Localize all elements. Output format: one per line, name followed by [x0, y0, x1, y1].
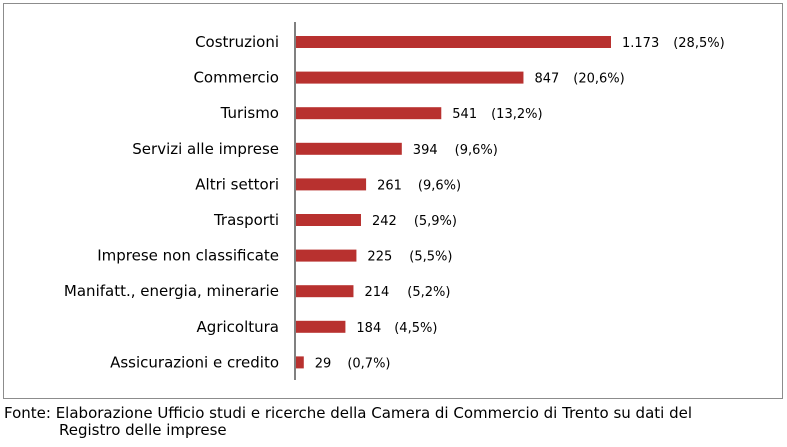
category-label: Imprese non classificate: [97, 247, 279, 265]
bar: [296, 320, 346, 333]
percent-label: (4,5%): [394, 321, 437, 336]
value-label: 261: [377, 178, 402, 193]
category-label: Turismo: [220, 104, 279, 122]
percent-label: (5,5%): [409, 250, 452, 265]
source-note-line-1: Fonte: Elaborazione Ufficio studi e rice…: [4, 404, 693, 422]
percent-label: (20,6%): [573, 72, 624, 87]
bars-layer: Costruzioni 1.173 (28,5%) Commercio 847 (20,6…: [64, 33, 725, 371]
chart-frame: Costruzioni 1.173 (28,5%) Commercio 847 (20,6…: [3, 3, 783, 399]
percent-label: (28,5%): [673, 36, 724, 51]
bar: [296, 142, 402, 155]
category-label: Manifatt., energia, minerarie: [64, 282, 279, 300]
value-label: 29: [315, 356, 332, 371]
percent-label: (9,6%): [418, 178, 461, 193]
bar-chart: Costruzioni 1.173 (28,5%) Commercio 847 (20,6…: [64, 22, 725, 380]
category-label: Assicurazioni e credito: [110, 353, 279, 371]
source-note: Fonte: Elaborazione Ufficio studi e rice…: [4, 405, 779, 439]
category-label: Servizi alle imprese: [132, 140, 279, 158]
bar: [296, 356, 304, 369]
category-label: Costruzioni: [195, 33, 279, 51]
value-label: 242: [372, 214, 397, 229]
percent-label: (5,2%): [407, 285, 450, 300]
value-label: 1.173: [622, 36, 659, 51]
category-label: Altri settori: [195, 175, 279, 193]
source-note-line-2: Registro delle imprese: [59, 421, 227, 439]
bar: [296, 107, 442, 120]
value-label: 847: [534, 72, 559, 87]
bar: [296, 178, 367, 191]
category-label: Agricoltura: [197, 318, 279, 336]
value-label: 214: [364, 285, 389, 300]
percent-label: (13,2%): [491, 107, 542, 122]
value-label: 184: [356, 321, 381, 336]
bar: [296, 249, 357, 262]
bar: [296, 285, 354, 298]
percent-label: (5,9%): [414, 214, 457, 229]
bar: [296, 214, 361, 226]
category-label: Commercio: [193, 69, 279, 87]
category-label: Trasporti: [213, 211, 279, 229]
bar: [296, 36, 611, 48]
value-label: 541: [452, 107, 477, 122]
value-label: 225: [367, 250, 392, 265]
percent-label: (9,6%): [455, 143, 498, 158]
value-label: 394: [413, 143, 438, 158]
bar: [296, 71, 524, 84]
percent-label: (0,7%): [347, 356, 390, 371]
